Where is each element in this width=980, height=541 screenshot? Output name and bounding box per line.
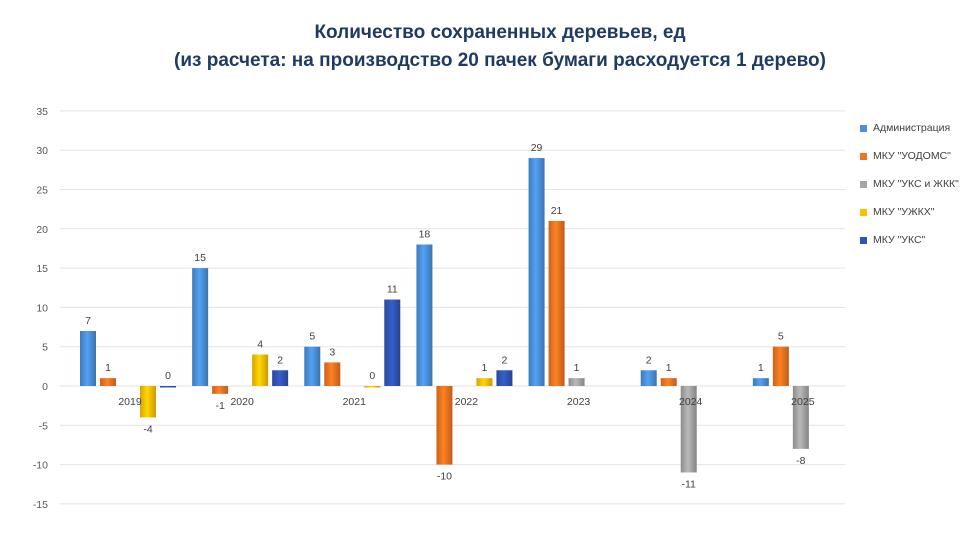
y-tick-label: 30 [36, 145, 48, 157]
y-tick-label: 35 [36, 106, 48, 118]
data-label: 0 [369, 370, 375, 382]
data-label: 5 [309, 331, 315, 343]
bar [304, 346, 321, 386]
bar [548, 220, 565, 386]
y-tick-label: 15 [36, 263, 48, 275]
bar [640, 370, 657, 386]
data-label: -1 [215, 400, 224, 412]
chart-title: Количество сохраненных деревьев, ед [314, 22, 686, 43]
bar [384, 299, 401, 386]
bar [212, 386, 229, 394]
legend-label: МКУ "УКС и ЖКК" [873, 178, 959, 190]
legend-label: МКУ "УОДОМС" [873, 150, 951, 162]
bar [792, 386, 809, 449]
y-tick-label: 0 [42, 381, 48, 393]
data-label: -10 [437, 471, 452, 483]
bar [476, 378, 493, 386]
legend-label: Администрация [873, 122, 951, 134]
bar [80, 330, 96, 386]
data-label: 1 [574, 362, 580, 374]
x-tick-label: 2022 [455, 396, 479, 408]
y-tick-label: 20 [36, 224, 48, 236]
x-tick-label: 2021 [343, 396, 367, 408]
data-label: 29 [531, 142, 543, 154]
data-label: 2 [646, 354, 652, 366]
data-label: 1 [482, 362, 488, 374]
x-tick-label: 2025 [791, 396, 815, 408]
y-tick-label: -15 [33, 499, 48, 511]
x-tick-label: 2024 [679, 396, 703, 408]
data-label: 1 [758, 362, 764, 374]
legend-item: МКУ "УОДОМС" [860, 142, 959, 170]
legend-swatch [860, 152, 867, 160]
data-label: 2 [277, 354, 283, 366]
bar [364, 386, 381, 388]
y-tick-label: -5 [39, 420, 48, 432]
data-label: 3 [329, 346, 335, 358]
legend-swatch [860, 208, 867, 216]
bar [140, 386, 156, 418]
legend-label: МКУ "УКС" [873, 234, 926, 246]
data-label: 5 [778, 331, 784, 343]
bar [496, 370, 513, 386]
legend-swatch [860, 180, 867, 188]
data-label: 1 [105, 362, 111, 374]
data-label: 11 [387, 284, 398, 296]
legend-item: МКУ "УКС" [860, 226, 959, 254]
y-tick-label: -10 [33, 460, 48, 472]
data-label: -11 [682, 478, 697, 490]
data-label: 18 [419, 229, 431, 241]
y-tick-label: 25 [36, 185, 48, 197]
legend-item: МКУ "УЖКХ" [860, 198, 959, 226]
data-label: -8 [796, 455, 805, 467]
legend-label: МКУ "УЖКХ" [873, 206, 935, 218]
bar [772, 346, 789, 386]
legend-item: МКУ "УКС и ЖКК" [860, 170, 959, 198]
x-tick-label: 2019 [118, 396, 142, 408]
x-tick-label: 2023 [567, 396, 591, 408]
bar [436, 386, 453, 465]
bar [100, 378, 116, 386]
chart-subtitle: (из расчета: на производство 20 пачек бу… [174, 50, 826, 71]
bar [324, 362, 341, 386]
bar [192, 268, 209, 386]
data-label: 0 [165, 370, 171, 382]
y-tick-label: 5 [42, 342, 48, 354]
chart-legend: Администрация МКУ "УОДОМС" МКУ "УКС и ЖКК"… [860, 114, 959, 254]
legend-swatch [860, 124, 867, 132]
y-tick-label: 10 [36, 302, 48, 314]
data-label: -4 [143, 423, 152, 435]
bar [272, 370, 289, 386]
data-label: 21 [551, 205, 563, 217]
bar [416, 244, 433, 386]
bar [528, 158, 545, 386]
bar [568, 378, 585, 386]
legend-item: Администрация [860, 114, 959, 142]
x-tick-label: 2020 [230, 396, 254, 408]
bar [660, 378, 677, 386]
data-label: 1 [666, 362, 672, 374]
bar [752, 378, 769, 386]
data-label: 2 [502, 354, 508, 366]
bar [680, 386, 697, 473]
data-label: 4 [257, 339, 263, 351]
data-label: 15 [194, 252, 206, 264]
data-label: 7 [85, 315, 91, 327]
bar [160, 386, 176, 388]
legend-swatch [860, 236, 867, 244]
bar [252, 354, 269, 386]
